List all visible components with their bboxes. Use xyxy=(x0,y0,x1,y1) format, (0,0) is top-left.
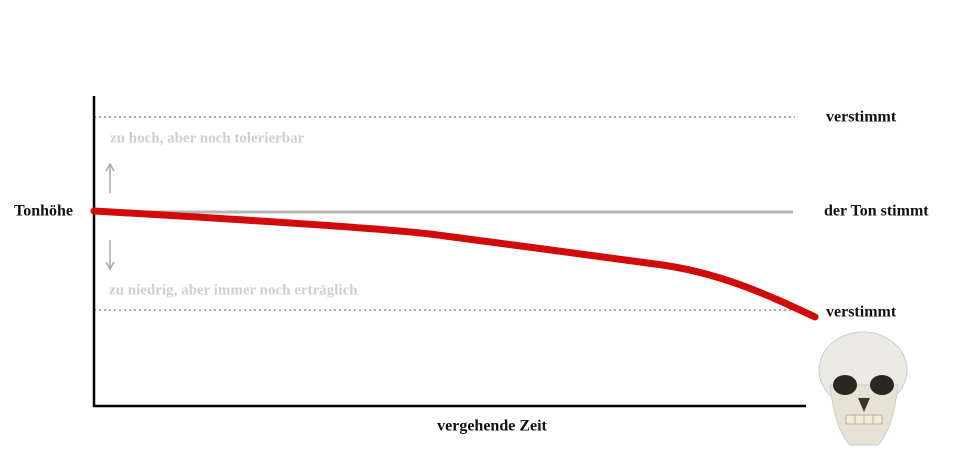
zone-label: zu niedrig, aber immer noch erträglich xyxy=(109,282,358,298)
level-label: verstimmt xyxy=(826,109,897,126)
arrows xyxy=(105,162,115,271)
pitch-curve xyxy=(90,207,819,321)
zone-label: zu hoch, aber noch tolerierbar xyxy=(110,130,305,146)
y-axis-label: Tonhöhe xyxy=(14,203,73,220)
level-label: der Ton stimmt xyxy=(824,203,929,220)
x-axis-label: vergehende Zeit xyxy=(437,418,547,435)
level-label: verstimmt xyxy=(826,304,897,321)
skull-icon xyxy=(818,331,908,446)
